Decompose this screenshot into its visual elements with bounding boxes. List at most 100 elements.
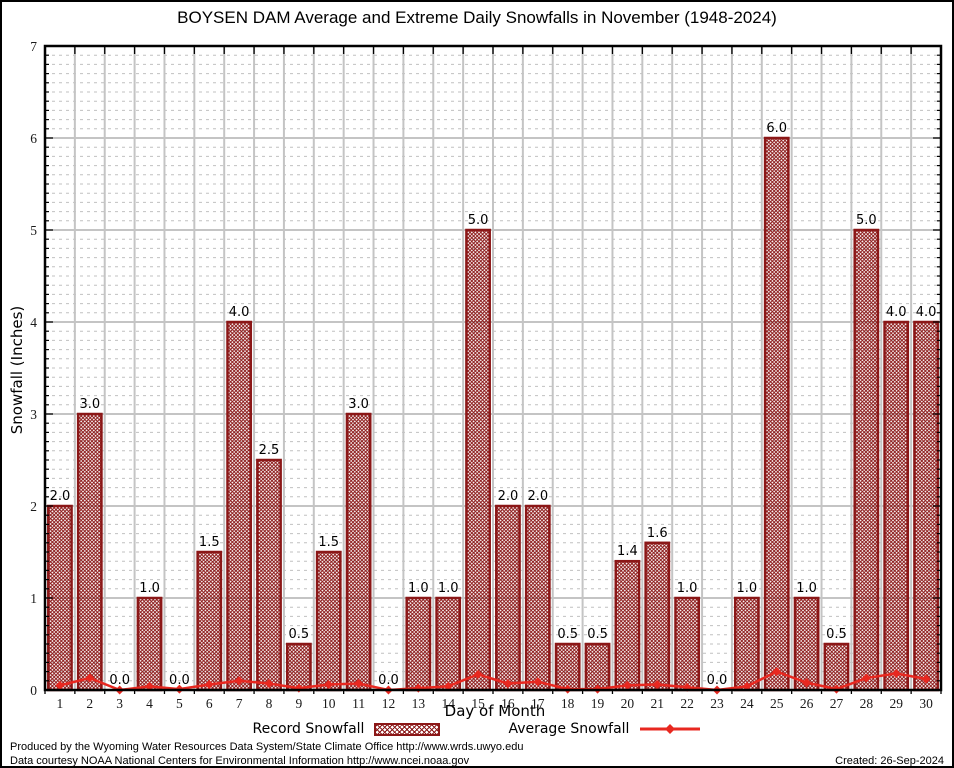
bar-value-label: 0.5: [557, 627, 578, 642]
x-tick-label: 21: [651, 696, 665, 711]
footer: Produced by the Wyoming Water Resources …: [10, 741, 944, 767]
average-marker: [503, 679, 513, 689]
legend-item-average-snowfall: Average Snowfall: [508, 721, 701, 737]
bar-value-label: 5.0: [468, 213, 489, 228]
legend-record-label: Record Snowfall: [252, 721, 365, 737]
bar-value-label: 2.0: [527, 489, 548, 504]
record-bar: [554, 642, 581, 692]
average-marker: [652, 679, 662, 689]
y-tick-label: 3: [30, 407, 37, 422]
bar-value-label: 0.5: [587, 627, 608, 642]
x-tick-label: 1: [57, 696, 64, 711]
chart-title: BOYSEN DAM Average and Extreme Daily Sno…: [177, 8, 777, 27]
record-bar: [524, 504, 551, 692]
bar-value-label: 0.5: [289, 627, 310, 642]
average-marker: [204, 679, 214, 689]
record-bar: [465, 228, 491, 692]
y-tick-label: 0: [30, 683, 37, 698]
record-bar: [763, 136, 790, 692]
bar-value-label: 4.0: [916, 305, 937, 320]
average-marker: [324, 679, 334, 689]
x-tick-label: 19: [591, 696, 605, 711]
y-tick-label: 2: [30, 499, 37, 514]
footer-line2: Data courtesy NOAA National Centers for …: [10, 754, 470, 767]
record-bar: [883, 320, 910, 692]
bar-value-label: 5.0: [856, 213, 877, 228]
average-marker: [354, 679, 364, 689]
record-bar: [345, 412, 372, 692]
y-tick-label: 7: [30, 39, 37, 54]
average-marker: [85, 673, 95, 683]
bar-value-label: 1.0: [796, 581, 817, 596]
bar-value-label: 1.0: [139, 581, 160, 596]
x-tick-label: 20: [621, 696, 635, 711]
average-marker: [802, 678, 812, 688]
record-bar: [674, 596, 701, 692]
x-tick-label: 3: [116, 696, 123, 711]
average-marker: [891, 668, 901, 678]
bar-value-label: 0.0: [707, 673, 728, 688]
average-marker: [234, 676, 244, 686]
average-marker: [264, 679, 274, 689]
average-marker: [473, 669, 483, 679]
bar-value-label: 0.0: [109, 673, 130, 688]
record-bar: [584, 642, 611, 692]
x-tick-label: 13: [412, 696, 426, 711]
y-tick-label: 5: [30, 223, 37, 238]
average-marker: [533, 677, 543, 687]
average-snowfall-line-icon: [640, 724, 701, 734]
x-tick-label: 28: [860, 696, 874, 711]
y-tick-label: 6: [30, 131, 37, 146]
record-bar: [226, 320, 253, 692]
footer-line1: Produced by the Wyoming Water Resources …: [10, 741, 524, 753]
average-snowfall-line: [55, 667, 931, 695]
bar-value-label: 1.5: [199, 535, 220, 550]
record-bar: [256, 458, 282, 692]
x-tick-label: 2: [86, 696, 93, 711]
x-tick-label: 6: [206, 696, 213, 711]
x-tick-label: 17: [531, 696, 545, 711]
bars-record-snowfall: [47, 136, 939, 692]
x-tick-label: 10: [322, 696, 336, 711]
average-marker: [921, 674, 931, 684]
x-tick-label: 15: [471, 696, 485, 711]
bar-value-label: 1.4: [617, 544, 638, 559]
bar-value-label: 1.5: [318, 535, 339, 550]
x-tick-label: 12: [382, 696, 396, 711]
x-tick-label: 25: [770, 696, 784, 711]
record-bar: [76, 412, 103, 692]
bar-value-label: 0.5: [826, 627, 847, 642]
record-bar: [285, 642, 312, 692]
x-tick-label: 24: [740, 696, 754, 711]
average-marker: [55, 680, 65, 690]
bar-value-label: 3.0: [79, 397, 100, 412]
record-bar: [495, 504, 521, 692]
bar-value-label: 2.0: [50, 489, 71, 504]
axis-ticks: [44, 45, 942, 694]
x-tick-label: 18: [561, 696, 575, 711]
bar-value-label: 4.0: [229, 305, 250, 320]
x-tick-label: 11: [352, 696, 365, 711]
bar-value-label: 4.0: [886, 305, 907, 320]
record-bar: [405, 596, 432, 692]
record-bar: [136, 596, 163, 692]
bar-value-label: 1.6: [647, 526, 668, 541]
x-tick-label: 27: [830, 696, 844, 711]
y-tick-label: 4: [30, 315, 37, 330]
x-tick-label: 22: [680, 696, 694, 711]
bar-value-label: 1.0: [438, 581, 459, 596]
bar-value-label: 6.0: [766, 121, 787, 136]
record-bar: [823, 642, 850, 692]
record-bar: [853, 228, 880, 692]
x-tick-label: 5: [176, 696, 183, 711]
record-bar: [196, 550, 223, 692]
bar-value-label: 0.0: [378, 673, 399, 688]
bar-value-label: 0.0: [169, 673, 190, 688]
x-tick-label: 26: [800, 696, 814, 711]
record-bar: [793, 596, 820, 692]
average-marker: [443, 681, 453, 691]
bar-value-label: 1.0: [737, 581, 758, 596]
